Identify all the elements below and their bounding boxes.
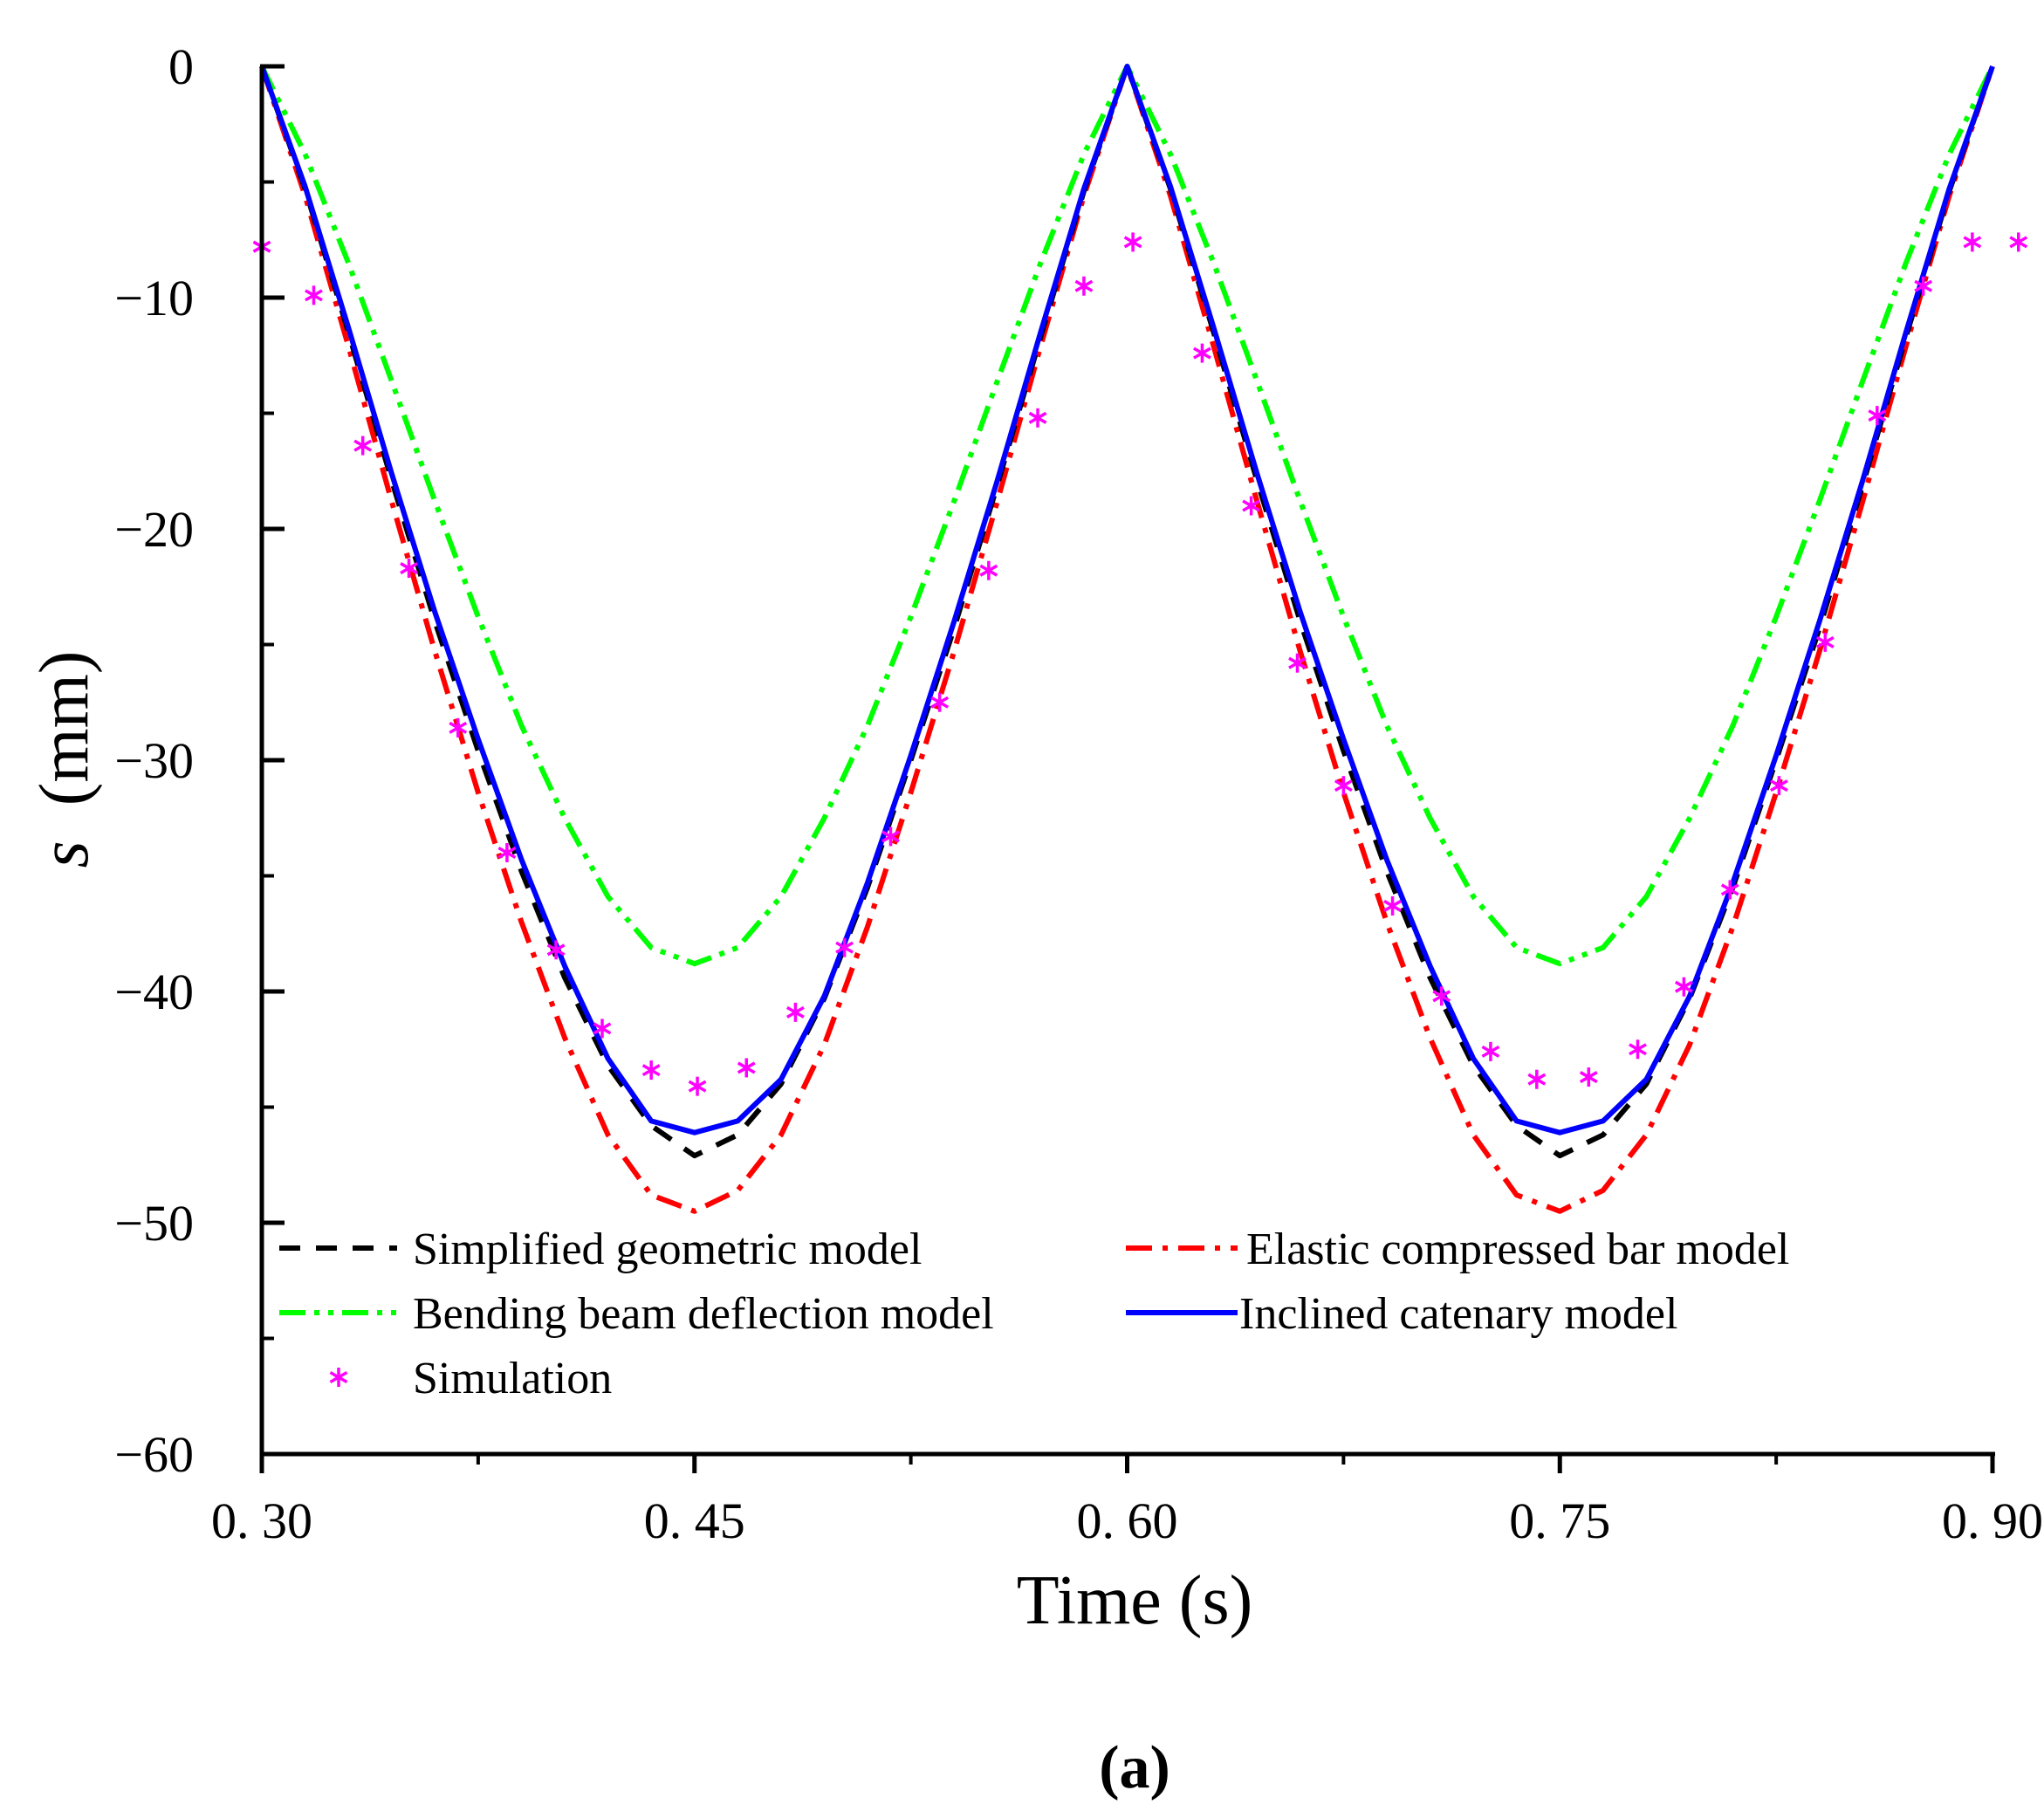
- x-tick-label: 0. 45: [644, 1492, 745, 1549]
- simulation-point: [593, 1019, 612, 1039]
- simulation-point: [786, 1002, 805, 1022]
- simulation-point: [737, 1058, 756, 1078]
- x-tick-label: 0. 30: [211, 1492, 312, 1549]
- y-tick-label: −10: [114, 270, 194, 326]
- y-tick-label: −50: [114, 1195, 194, 1252]
- x-tick-label: 0. 90: [1942, 1492, 2043, 1549]
- legend-label-simulation: Simulation: [413, 1354, 612, 1403]
- series-line-bending-beam-deflection-model: [259, 64, 1995, 967]
- simulation-point: [688, 1076, 707, 1096]
- simulation-point: [1963, 232, 1982, 252]
- simulation-point: [1629, 1039, 1647, 1060]
- simulation-point: [1579, 1067, 1598, 1087]
- simulation-point: [881, 827, 900, 847]
- simulation-point: [2009, 232, 2028, 252]
- legend-label-simplified-geometric: Simplified geometric model: [413, 1225, 922, 1274]
- simulation-point: [1432, 986, 1451, 1006]
- x-tick-label: 0. 75: [1509, 1492, 1610, 1549]
- simulation-legend-marker: [329, 1368, 348, 1387]
- series-line-inclined-catenary-model: [259, 64, 1995, 1135]
- simulation-point: [1028, 408, 1047, 428]
- simulation-point: [979, 560, 998, 580]
- y-tick-label: −60: [114, 1426, 194, 1483]
- simulation-point: [1074, 276, 1094, 296]
- y-tick-label: −40: [114, 964, 194, 1020]
- series-line-elastic-compressed-bar-model: [259, 64, 1995, 1214]
- simulation-point: [1770, 776, 1788, 796]
- legend-label-elastic-compressed: Elastic compressed bar model: [1246, 1225, 1789, 1274]
- simulation-point: [1383, 895, 1402, 916]
- y-ticks: 0 −10 −20 −30 −40 −50 −60: [114, 38, 285, 1483]
- simulation-point: [305, 285, 323, 305]
- x-axis-title: Time (s): [1017, 1562, 1252, 1639]
- legend: Simplified geometric model Elastic compr…: [279, 1225, 1789, 1403]
- simulation-point: [1288, 653, 1307, 673]
- y-axis-title: s (mm): [26, 651, 103, 868]
- simulation-point: [546, 940, 566, 960]
- simulation-point: [449, 717, 468, 737]
- simulation-point: [1123, 232, 1142, 252]
- simulation-point: [1815, 632, 1835, 652]
- simulation-point: [1527, 1069, 1547, 1089]
- series-layer: [252, 64, 2028, 1214]
- y-axis-title-unit: (mm): [26, 651, 103, 806]
- legend-label-inclined-catenary: Inclined catenary model: [1239, 1289, 1677, 1339]
- simulation-point: [1193, 343, 1211, 363]
- simulation-point: [641, 1060, 661, 1081]
- simulation-point: [1334, 776, 1353, 796]
- simulation-point: [497, 843, 517, 862]
- x-tick-label: 0. 60: [1077, 1492, 1178, 1549]
- y-tick-label: −30: [114, 732, 194, 789]
- y-tick-label: 0: [168, 38, 194, 95]
- simulation-point: [1914, 276, 1933, 296]
- legend-marker-simulation: [329, 1368, 348, 1387]
- simulation-point: [353, 436, 373, 456]
- x-ticks: 0. 30 0. 45 0. 60 0. 75 0. 90: [211, 1454, 2043, 1549]
- simulation-point: [1868, 406, 1887, 426]
- panel-label: (a): [1099, 1734, 1170, 1801]
- simulation-point: [835, 937, 854, 957]
- y-tick-label: −20: [114, 501, 194, 558]
- simulation-point: [1720, 880, 1739, 900]
- simulation-point: [400, 559, 418, 579]
- simulation-point: [1242, 496, 1261, 516]
- simulation-point: [1674, 977, 1693, 997]
- series-line-simplified-geometric-model: [259, 64, 1995, 1159]
- simulation-point: [930, 692, 950, 712]
- simulation-point: [1481, 1041, 1500, 1061]
- y-axis-title-variable: s: [26, 840, 103, 868]
- legend-label-bending-beam: Bending beam deflection model: [413, 1289, 994, 1339]
